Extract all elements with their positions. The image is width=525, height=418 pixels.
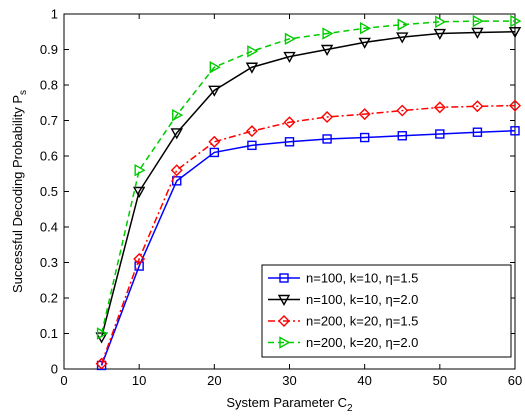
series-3: [95, 99, 521, 370]
data-point-diamond: [321, 110, 334, 123]
data-point-triangle-down: [208, 85, 221, 97]
data-point-diamond: [358, 108, 371, 121]
data-point-triangle-right: [247, 45, 259, 58]
data-point-diamond: [170, 164, 183, 177]
y-tick-label: 0.3: [40, 255, 58, 270]
data-point-square: [510, 126, 520, 136]
series-group: [95, 14, 522, 371]
y-tick-label: 1: [51, 7, 58, 22]
y-tick-label: 0.7: [40, 113, 58, 128]
y-tick-label: 0.8: [40, 78, 58, 93]
data-point-square: [322, 134, 332, 144]
y-tick-labels: 0 0.1 0.2 0.3 0.4 0.5 0.6 0.7 0.8 0.9 1: [40, 7, 58, 377]
data-point-triangle-down: [396, 32, 409, 44]
legend-label: n=100, k=10, η=1.5: [306, 271, 418, 286]
data-point-triangle-right: [472, 14, 484, 28]
legend-item: n=200, k=20, η=2.0: [268, 335, 418, 350]
data-point-triangle-right: [322, 27, 334, 40]
data-point-square: [209, 147, 220, 158]
y-tick-label: 0.1: [40, 326, 58, 341]
data-point-triangle-right: [359, 22, 372, 35]
y-axis-title: Successful Decoding Probability Ps: [10, 90, 29, 293]
data-point-triangle-down: [358, 37, 371, 49]
data-point-triangle-right: [397, 18, 409, 31]
data-point-diamond: [95, 357, 108, 370]
series-line: [100, 104, 516, 364]
axis-ticks: [63, 13, 516, 370]
y-tick-label: 0.2: [40, 291, 58, 306]
legend-label: n=100, k=10, η=2.0: [306, 292, 418, 307]
data-point-diamond: [433, 101, 446, 114]
data-point-square: [247, 140, 257, 151]
data-point-diamond: [278, 315, 290, 327]
data-point-triangle-right: [209, 61, 221, 74]
series-line: [100, 130, 516, 366]
data-point-triangle-right: [172, 108, 184, 122]
data-point-square: [284, 137, 295, 147]
legend-label: n=200, k=20, η=2.0: [306, 335, 418, 350]
data-point-triangle-down: [170, 128, 183, 140]
x-tick-label: 20: [207, 373, 221, 388]
data-point-triangle-down: [471, 27, 484, 39]
data-point-square: [435, 129, 445, 139]
y-tick-label: 0.4: [40, 220, 58, 235]
legend-item: n=200, k=20, η=1.5: [268, 314, 418, 329]
data-point-square: [472, 127, 483, 137]
x-tick-label: 50: [433, 373, 447, 388]
data-point-square: [397, 131, 407, 141]
data-point-triangle-down: [433, 28, 447, 40]
legend-box: [261, 264, 512, 358]
series-4: [96, 14, 522, 340]
data-point-triangle-down: [132, 186, 146, 198]
data-point-diamond: [208, 135, 221, 148]
series-1: [96, 126, 520, 371]
x-axis-title: System Parameter C2: [226, 395, 353, 414]
legend-label: n=200, k=20, η=1.5: [306, 314, 418, 329]
x-tick-labels: 0 10 20 30 40 50 60: [60, 373, 522, 388]
data-point-diamond: [509, 99, 521, 112]
x-tick-label: 0: [60, 373, 67, 388]
series-line: [100, 20, 515, 334]
data-point-diamond: [471, 100, 484, 113]
y-tick-label: 0.5: [40, 184, 58, 199]
data-point-triangle-down: [283, 51, 296, 64]
data-point-square: [279, 273, 289, 283]
legend-item: n=100, k=10, η=1.5: [268, 271, 418, 286]
y-tick-label: 0.9: [40, 42, 58, 57]
x-tick-label: 40: [357, 373, 371, 388]
data-point-square: [134, 261, 144, 271]
data-point-diamond: [245, 125, 258, 138]
x-tick-label: 60: [508, 373, 522, 388]
data-point-triangle-down: [320, 44, 334, 56]
data-point-diamond: [396, 104, 409, 117]
legend-item: n=100, k=10, η=2.0: [268, 292, 418, 307]
data-point-triangle-right: [284, 32, 296, 46]
data-point-diamond: [133, 252, 146, 265]
data-point-triangle-right: [279, 336, 291, 349]
data-point-triangle-right: [134, 164, 146, 177]
data-point-triangle-right: [435, 15, 447, 28]
data-point-triangle-down: [277, 294, 291, 306]
x-tick-label: 30: [282, 373, 296, 388]
series-2: [95, 27, 522, 344]
series-line: [100, 31, 516, 338]
y-tick-label: 0: [51, 362, 58, 377]
x-tick-label: 10: [132, 373, 146, 388]
data-point-triangle-right: [96, 327, 109, 340]
data-point-triangle-down: [245, 62, 259, 74]
y-tick-label: 0.6: [40, 149, 58, 164]
data-point-diamond: [283, 116, 296, 129]
legend: n=100, k=10, η=1.5 n=100, k=10, η=2.0 n=20…: [261, 264, 512, 358]
data-point-triangle-down: [508, 27, 522, 39]
data-point-triangle-right: [510, 14, 522, 28]
data-point-square: [359, 132, 370, 143]
